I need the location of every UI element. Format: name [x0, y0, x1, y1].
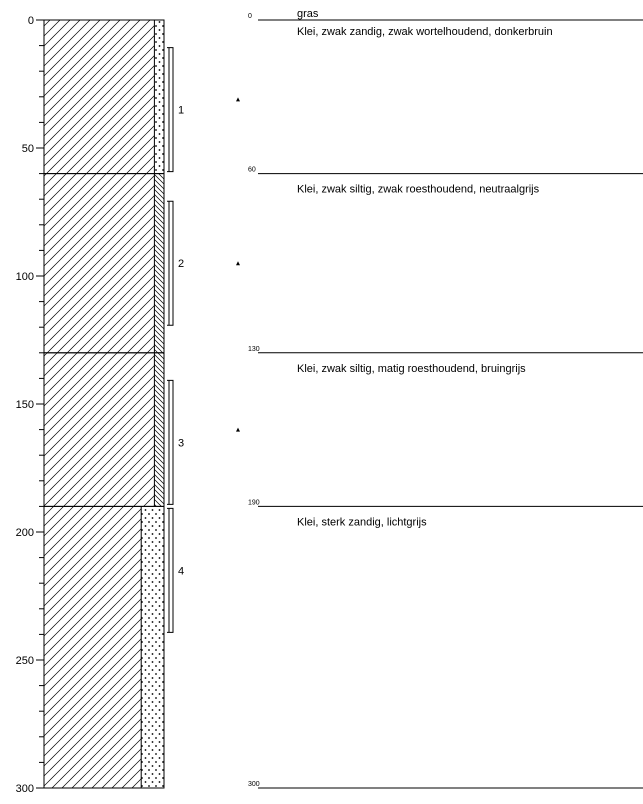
- silt-hatch-fill: [154, 352, 164, 507]
- sample-brackets: 1 2 3 4: [167, 47, 184, 633]
- layer-outline: [43, 505, 165, 789]
- boundary-depth-label: 130: [248, 346, 260, 353]
- depth-tick-label: 50: [22, 143, 34, 155]
- layer-description: Klei, zwak siltig, matig roesthoudend, b…: [297, 363, 526, 375]
- depth-tick-label: 250: [16, 655, 34, 667]
- boundary-depth-label: 60: [248, 167, 256, 174]
- boundary-depth-label: 190: [248, 499, 260, 506]
- sample-bracket: [167, 47, 174, 173]
- water-level-marker: [236, 261, 240, 266]
- depth-tick-label: 0: [28, 15, 34, 27]
- silt-hatch-fill: [154, 173, 164, 353]
- depth-tick-label: 200: [16, 527, 34, 539]
- clay-fill: [44, 173, 155, 353]
- clay-fill: [44, 352, 155, 507]
- sample-label: 3: [178, 437, 184, 449]
- clay-fill: [44, 20, 155, 174]
- layer-descriptions: 0 gras Klei, zwak zandig, zwak wortelhoude…: [248, 8, 643, 789]
- clay-fill: [44, 506, 142, 788]
- layer-description: Klei, zwak zandig, zwak wortelhoudend, d…: [297, 26, 553, 38]
- water-markers: [236, 97, 240, 432]
- surface-label: gras: [297, 8, 319, 20]
- sample-bracket: [167, 507, 174, 633]
- sample-label: 2: [178, 258, 184, 270]
- sand-dots-fill: [141, 506, 164, 788]
- sample-bracket: [167, 200, 174, 326]
- water-level-marker: [236, 97, 240, 102]
- depth-tick-label: 300: [16, 783, 34, 795]
- depth-axis: 0 50 100 150 200 250 300: [16, 15, 45, 795]
- boundary-depth-label: 0: [248, 13, 252, 20]
- sand-dots-fill: [154, 20, 164, 174]
- sample-label: 1: [178, 105, 184, 117]
- water-level-marker: [236, 427, 240, 432]
- sample-bracket: [167, 379, 174, 505]
- sample-label: 4: [178, 565, 184, 577]
- depth-tick-label: 150: [16, 399, 34, 411]
- soil-column: [43, 19, 165, 789]
- layer-description: Klei, sterk zandig, lichtgrijs: [297, 516, 427, 528]
- layer-description: Klei, zwak siltig, zwak roesthoudend, ne…: [297, 184, 540, 196]
- bottom-depth-label: 300: [248, 781, 260, 788]
- depth-tick-label: 100: [16, 271, 34, 283]
